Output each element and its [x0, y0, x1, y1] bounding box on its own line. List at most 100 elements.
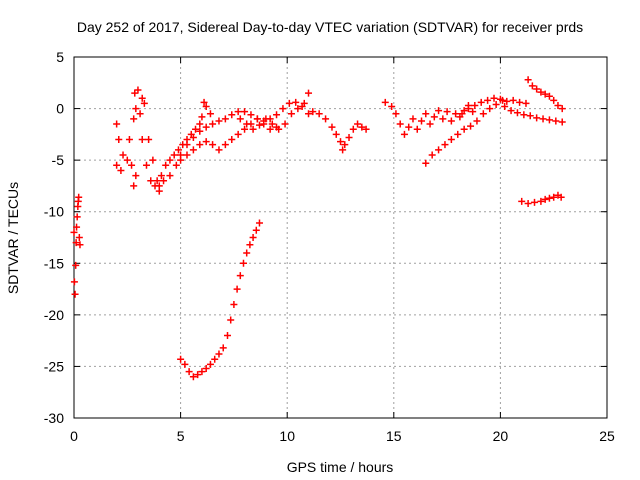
data-point: [219, 344, 227, 352]
data-point: [541, 195, 549, 203]
data-point: [503, 97, 511, 105]
data-point: [194, 371, 202, 379]
data-point: [558, 118, 566, 126]
data-point: [469, 108, 477, 116]
data-point: [413, 125, 421, 133]
data-point: [533, 85, 541, 93]
data-point: [211, 355, 219, 363]
data-point: [138, 94, 146, 102]
x-tick-label: 20: [493, 428, 509, 444]
data-point: [381, 98, 389, 106]
data-point: [252, 226, 260, 234]
data-point: [537, 88, 545, 96]
data-point: [492, 100, 500, 108]
data-point: [400, 130, 408, 138]
series-segment-4-10h: [145, 98, 313, 190]
data-point: [131, 89, 139, 97]
x-axis-label: GPS time / hours: [287, 459, 394, 475]
data-point: [479, 110, 487, 118]
data-point: [464, 105, 472, 113]
data-point: [315, 110, 323, 118]
data-point: [337, 138, 344, 146]
data-point: [447, 136, 455, 144]
data-point: [147, 177, 155, 185]
data-point: [196, 127, 204, 135]
series-segment-14-18h: [381, 98, 477, 138]
series-steep-climb: [177, 219, 263, 381]
data-point: [230, 301, 238, 309]
data-point: [305, 89, 313, 97]
y-tick-label: -5: [52, 152, 65, 168]
data-point: [285, 99, 293, 107]
data-point: [484, 96, 492, 104]
tick-labels: 0 5 10 15 20 25 -30 -25 -20 -15 -10 -5 0 5: [44, 49, 615, 444]
data-point: [520, 111, 528, 119]
data-point: [513, 109, 521, 117]
data-point: [435, 146, 443, 154]
data-point: [339, 146, 347, 154]
data-point: [73, 213, 81, 221]
data-point: [268, 120, 276, 128]
data-point: [405, 123, 413, 131]
data-point: [75, 193, 83, 201]
data-point: [160, 177, 168, 185]
data-point: [305, 110, 313, 118]
series-segment-16-20h-low: [422, 96, 507, 167]
data-point: [328, 123, 336, 131]
data-point: [418, 117, 426, 125]
data-point: [557, 193, 565, 201]
data-point: [345, 133, 353, 141]
data-point: [123, 156, 131, 164]
data-point: [166, 156, 174, 164]
data-points: [70, 76, 566, 381]
data-point: [545, 194, 553, 202]
data-point: [202, 103, 210, 111]
data-point: [322, 115, 330, 123]
data-point: [247, 111, 255, 119]
data-point: [349, 125, 357, 133]
data-point: [249, 234, 257, 241]
series-segment-20-23h-lower: [501, 103, 566, 126]
data-point: [249, 125, 257, 133]
y-tick-label: -10: [44, 204, 64, 220]
data-point: [75, 234, 83, 241]
data-point: [428, 151, 436, 159]
data-point: [241, 108, 249, 116]
data-point: [539, 115, 547, 123]
data-point: [153, 177, 161, 185]
data-point: [132, 172, 140, 180]
data-point: [243, 120, 251, 128]
data-point: [531, 198, 539, 206]
data-point: [196, 120, 204, 128]
data-point: [72, 239, 80, 247]
data-point: [501, 103, 509, 111]
data-point: [243, 249, 251, 257]
data-point: [458, 110, 466, 118]
grid-lines: [74, 57, 607, 418]
series-segment-2-6h: [113, 86, 214, 195]
data-point: [130, 115, 138, 123]
data-point: [358, 123, 366, 131]
data-point: [202, 123, 210, 131]
series-segment-18-23h: [458, 76, 566, 118]
data-point: [206, 360, 214, 368]
data-point: [113, 120, 121, 128]
series-segment-8-10h: [236, 89, 313, 133]
data-point: [392, 110, 400, 118]
data-point: [70, 278, 78, 286]
data-point: [206, 110, 214, 118]
data-point: [526, 112, 534, 120]
data-point: [522, 99, 530, 107]
data-point: [145, 136, 153, 144]
data-point: [558, 105, 566, 113]
data-point: [454, 130, 462, 138]
data-point: [149, 156, 157, 164]
data-point: [241, 125, 249, 133]
data-point: [202, 364, 210, 372]
data-point: [516, 98, 524, 106]
data-point: [260, 120, 268, 128]
data-point: [537, 197, 545, 205]
data-point: [262, 115, 270, 123]
data-point: [236, 115, 244, 123]
data-point: [486, 105, 494, 113]
